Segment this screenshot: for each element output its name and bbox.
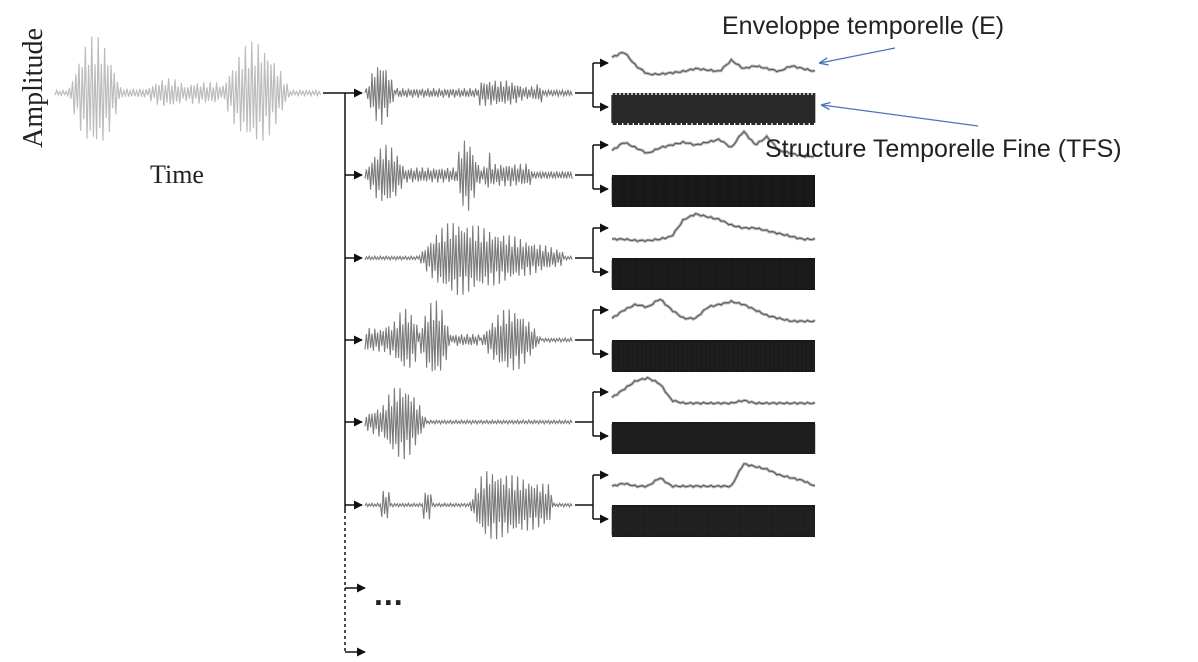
input-waveform: [55, 37, 321, 141]
band-waveform: [365, 67, 572, 125]
envelope-curve: [612, 464, 815, 487]
band-waveform: [365, 301, 572, 372]
channel-4: [345, 300, 815, 373]
tfs-pointer-arrow: [822, 105, 978, 126]
band-waveform: [365, 388, 572, 459]
tfs-trace: [612, 93, 815, 125]
envelope-curve-line: [612, 378, 815, 405]
channel-1: [345, 53, 815, 126]
envelope-pointer-arrow: [820, 48, 895, 63]
band-waveform: [365, 471, 572, 539]
envelope-curve: [612, 214, 815, 242]
envelope-annotation: Enveloppe temporelle (E): [722, 12, 1004, 41]
more-channels-ellipsis: ...: [374, 576, 404, 613]
envelope-curve: [612, 300, 815, 323]
channel-3: [345, 214, 815, 295]
envelope-curve: [612, 378, 815, 405]
channel-6: [345, 464, 815, 539]
channel-2: [345, 132, 815, 211]
band-waveform: [365, 223, 572, 295]
y-axis-label: Amplitude: [18, 28, 50, 148]
tfs-annotation: Structure Temporelle Fine (TFS): [765, 135, 1122, 164]
input-waveform-trace: [55, 37, 321, 141]
channels-group: [345, 53, 815, 540]
channel-5: [345, 378, 815, 460]
x-axis-label: Time: [150, 160, 204, 190]
band-waveform: [365, 141, 572, 211]
